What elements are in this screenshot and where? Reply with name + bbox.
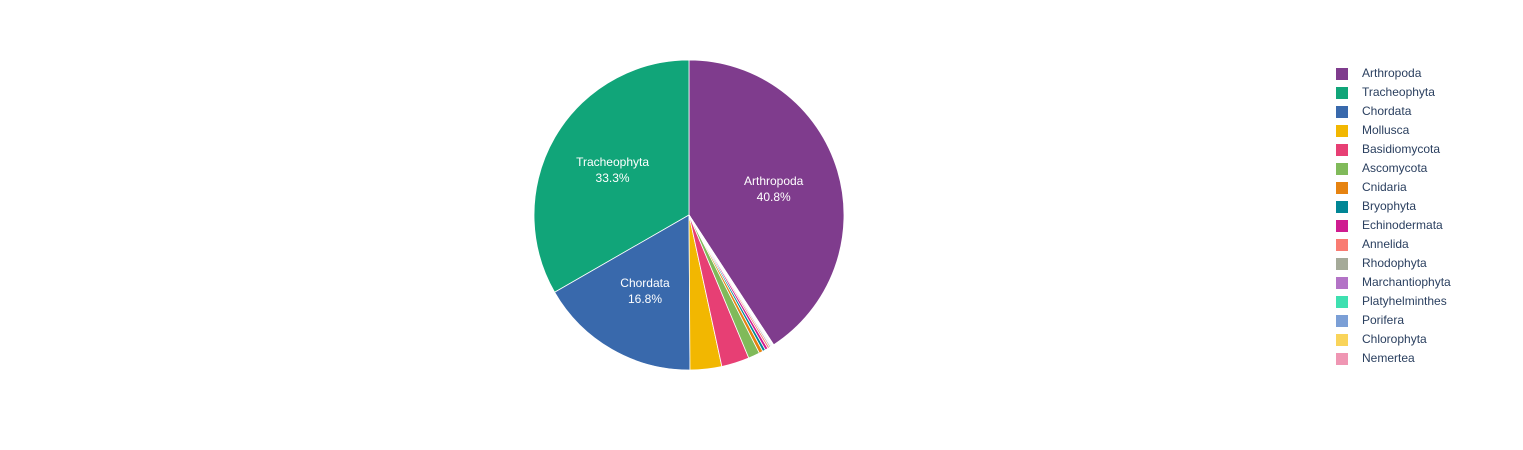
legend-label: Ascomycota: [1362, 161, 1428, 175]
slice-value-label: 33.3%: [596, 171, 630, 185]
legend-label: Arthropoda: [1362, 66, 1422, 80]
legend-label: Mollusca: [1362, 123, 1410, 137]
legend-label: Porifera: [1362, 313, 1404, 327]
legend-label: Annelida: [1362, 237, 1409, 251]
slice-label: Tracheophyta: [576, 155, 649, 169]
legend-swatch: [1336, 220, 1348, 232]
legend-swatch: [1336, 106, 1348, 118]
slice-value-label: 16.8%: [628, 292, 662, 306]
legend-swatch: [1336, 163, 1348, 175]
legend-swatch: [1336, 125, 1348, 137]
pie-slice: [688, 59, 845, 346]
legend-swatch: [1336, 239, 1348, 251]
legend-label: Echinodermata: [1362, 218, 1443, 232]
legend-label: Marchantiophyta: [1362, 275, 1451, 289]
slice-value-label: 40.8%: [757, 190, 791, 204]
legend-label: Chlorophyta: [1362, 332, 1427, 346]
legend-swatch: [1336, 315, 1348, 327]
legend-label: Platyhelminthes: [1362, 294, 1447, 308]
legend-label: Tracheophyta: [1362, 85, 1435, 99]
legend-swatch: [1336, 87, 1348, 99]
legend-swatch: [1336, 68, 1348, 80]
pie-slice: [533, 59, 690, 293]
legend-label: Rhodophyta: [1362, 256, 1427, 270]
legend-swatch: [1336, 334, 1348, 346]
legend-swatch: [1336, 353, 1348, 365]
legend-label: Bryophyta: [1362, 199, 1416, 213]
legend-swatch: [1336, 296, 1348, 308]
pie-slice: [554, 214, 691, 371]
pie-slice: [688, 214, 775, 346]
legend-label: Basidiomycota: [1362, 142, 1440, 156]
legend-swatch: [1336, 277, 1348, 289]
legend-label: Nemertea: [1362, 351, 1415, 365]
legend-swatch: [1336, 144, 1348, 156]
legend-swatch: [1336, 182, 1348, 194]
legend-swatch: [1336, 258, 1348, 270]
legend-label: Cnidaria: [1362, 180, 1407, 194]
legend-swatch: [1336, 201, 1348, 213]
slice-label: Arthropoda: [744, 174, 804, 188]
legend-label: Chordata: [1362, 104, 1412, 118]
slice-label: Chordata: [620, 276, 670, 290]
